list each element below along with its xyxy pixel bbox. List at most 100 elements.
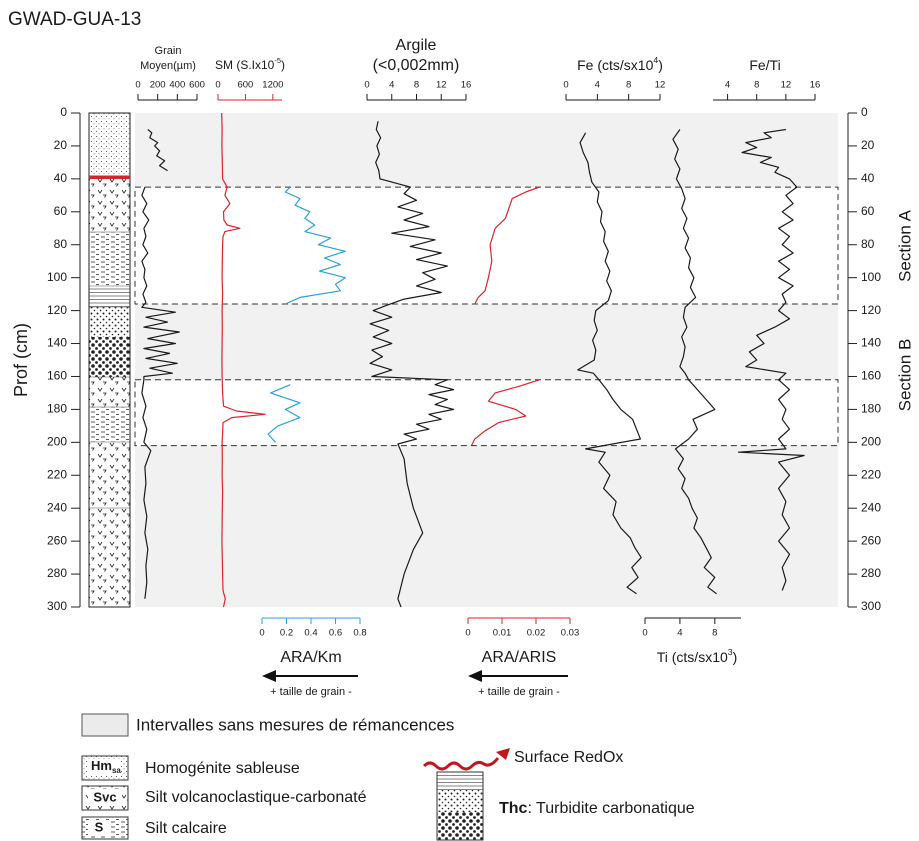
track-title-part: ) <box>733 649 738 665</box>
litho-s <box>89 407 130 442</box>
grain-note: + taille de grain - <box>270 686 352 698</box>
x-tick-label: 0.6 <box>329 628 342 639</box>
track-title: Moyen(µm) <box>140 60 196 72</box>
legend-label: Intervalles sans mesures de rémancences <box>136 715 454 734</box>
track-title: ARA/ARIS <box>482 649 557 666</box>
x-tick-label: 0 <box>563 80 568 91</box>
depth-tick-label: 120 <box>861 303 881 317</box>
legend-redox-flag <box>496 748 510 760</box>
litho-boundaries <box>89 231 130 509</box>
track-title-part: ARA/Km <box>280 649 341 666</box>
redox-surface <box>89 175 130 179</box>
depth-tick-label: 280 <box>47 566 67 580</box>
section-frame <box>134 186 839 305</box>
section-label: Section B <box>895 339 914 412</box>
y-axis-label: Prof (cm) <box>11 323 31 397</box>
x-tick-label: 400 <box>169 80 185 91</box>
profile-line <box>221 112 266 608</box>
legend-label: Homogénite sableuse <box>145 760 300 777</box>
background-layer <box>135 113 838 607</box>
depth-tick-label: 100 <box>47 270 67 284</box>
x-tick-label: 12 <box>781 80 792 91</box>
track-title-part: Moyen(µm) <box>140 60 196 72</box>
track-title-part: -5 <box>274 56 281 65</box>
depth-tick-label: 200 <box>47 435 67 449</box>
depth-tick-label: 100 <box>861 270 881 284</box>
legend-bold: Thc <box>499 800 528 817</box>
litho-thc-base <box>89 337 130 377</box>
legend-text: : Turbidite carbonatique <box>527 800 694 817</box>
depth-tick-label: 140 <box>47 336 67 350</box>
x-tick-label: 600 <box>237 80 253 91</box>
depth-tick-label: 260 <box>861 533 881 547</box>
section-label: Section A <box>895 209 914 281</box>
depth-tick-label: 300 <box>47 599 67 613</box>
icon-text: Hm <box>91 758 112 773</box>
x-tick-label: 16 <box>810 80 821 91</box>
track-title-part: SM (S.Ix10 <box>215 58 275 72</box>
track-title: Argile <box>396 37 437 54</box>
legend-icon-label: Hmsa <box>91 758 121 775</box>
legend-label: Silt volcanoclastique-carbonaté <box>145 789 367 806</box>
x-tick-label: 16 <box>461 80 472 91</box>
legend-icon <box>437 812 483 840</box>
legend-redox-line <box>422 757 500 771</box>
grain-arrow-head <box>262 670 276 682</box>
depth-tick-label: 220 <box>861 467 881 481</box>
depth-tick-label: 60 <box>861 204 875 218</box>
profile-line <box>470 186 540 446</box>
depth-tick-label: 200 <box>861 435 881 449</box>
x-tick-label: 4 <box>389 80 394 91</box>
x-tick-label: 0.02 <box>527 628 546 639</box>
profile-line <box>267 186 346 443</box>
depth-tick-label: 240 <box>861 500 881 514</box>
litho-thc-mid <box>89 307 130 337</box>
depth-tick-label: 300 <box>861 599 881 613</box>
track-title-part: Grain <box>155 45 182 57</box>
profile-line <box>369 121 455 608</box>
litho-svc <box>89 377 130 407</box>
track-title: Fe (cts/sx104) <box>577 55 663 72</box>
track-title: (<0,002mm) <box>373 57 460 74</box>
x-tick-label: 0.01 <box>493 628 512 639</box>
litho-thc-top <box>89 286 130 307</box>
depth-tick-label: 80 <box>54 237 68 251</box>
depth-tick-label: 60 <box>54 204 68 218</box>
track-title-part: Fe (cts/sx10 <box>577 57 653 73</box>
x-tick-label: 0 <box>642 628 647 639</box>
x-tick-label: 12 <box>655 80 666 91</box>
track-title-part: ) <box>658 57 663 73</box>
depth-tick-label: 160 <box>47 369 67 383</box>
x-tick-label: 12 <box>436 80 447 91</box>
x-tick-label: 0 <box>259 628 264 639</box>
litho-frame <box>88 112 131 608</box>
track-title-part: 4 <box>653 55 658 65</box>
x-tick-label: 0 <box>465 628 470 639</box>
grain-note: + taille de grain - <box>478 686 560 698</box>
depth-tick-label: 280 <box>861 566 881 580</box>
track-title: ARA/Km <box>280 649 341 666</box>
litho-svc <box>89 179 130 232</box>
depth-tick-label: 220 <box>47 467 67 481</box>
depth-tick-label: 260 <box>47 533 67 547</box>
legend-label: Surface RedOx <box>514 749 623 766</box>
x-tick-label: 0.4 <box>304 628 317 639</box>
track-title: Ti (cts/sx103) <box>657 647 738 664</box>
x-tick-label: 8 <box>626 80 631 91</box>
profile-line <box>737 128 805 591</box>
depth-tick-label: 40 <box>861 171 875 185</box>
legend-icon-bg <box>88 759 121 776</box>
track-title-part: ARA/ARIS <box>482 649 557 666</box>
legend: Intervalles sans mesures de rémancences … <box>81 713 695 841</box>
x-tick-label: 4 <box>677 628 682 639</box>
legend-swatch <box>81 713 129 737</box>
depth-tick-label: 240 <box>47 500 67 514</box>
x-tick-label: 8 <box>712 628 717 639</box>
x-tick-label: 0 <box>135 80 140 91</box>
x-tick-label: 200 <box>150 80 166 91</box>
legend-label: Silt calcaire <box>145 820 227 837</box>
track-title: SM (S.Ix10-5) <box>215 56 285 72</box>
track-title-part: ) <box>281 58 285 72</box>
